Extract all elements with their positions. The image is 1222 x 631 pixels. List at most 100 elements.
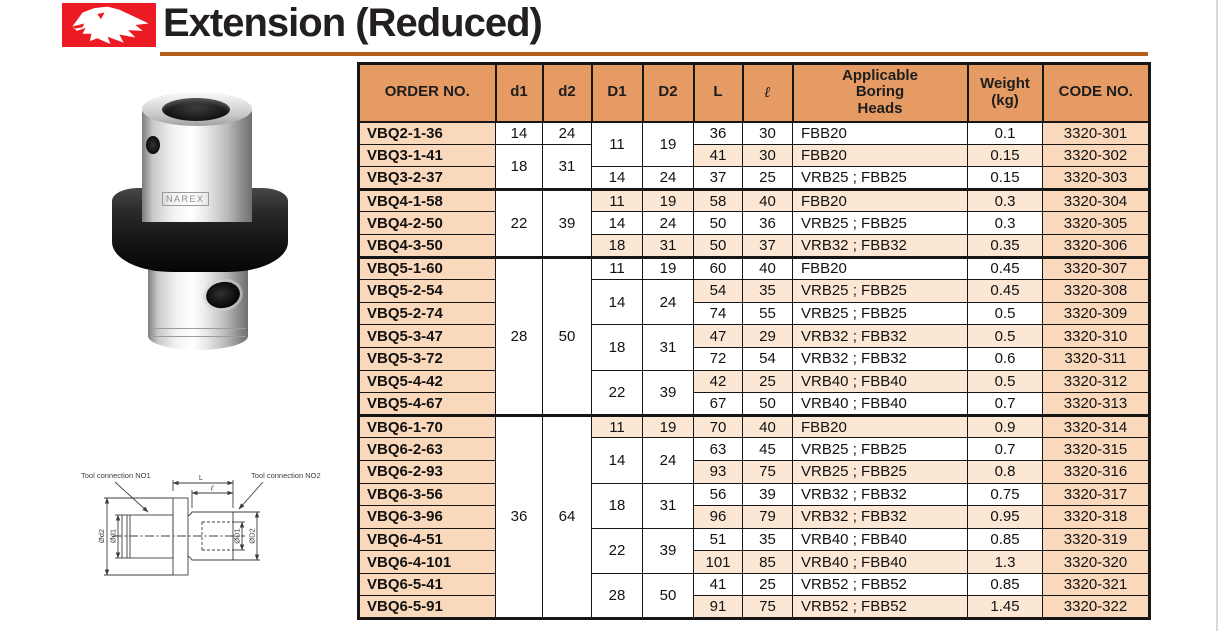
cell-d1: 18	[495, 143, 543, 190]
cell-D1: 11	[591, 120, 643, 168]
col-header-L: L	[692, 62, 744, 123]
cell-l: 30	[742, 121, 793, 145]
cell-weight: 0.15	[967, 166, 1043, 190]
cell-code: 3320-318	[1042, 505, 1150, 529]
table-row: VBQ5-3-72 72 54 VRB32 ; FBB32 0.6 3320-3…	[358, 346, 1150, 371]
cell-l: 29	[742, 324, 793, 348]
cell-L: 93	[693, 459, 743, 484]
table-row: VBQ6-4-51 22 39 51 35 VRB40 ; FBB40 0.85…	[358, 527, 1150, 574]
table-row: VBQ6-3-56 18 31 56 39 VRB32 ; FBB32 0.75…	[358, 482, 1150, 529]
drawing-label-tool-connection-no2: Tool connection NO2	[251, 471, 321, 480]
cell-heads: VRB32 ; FBB32	[792, 505, 968, 529]
cell-heads: VRB32 ; FBB32	[792, 324, 968, 348]
cell-weight: 0.7	[967, 437, 1043, 461]
product-ring-line	[150, 328, 246, 329]
cell-weight: 0.3	[967, 211, 1043, 235]
cell-order-no: VBQ6-3-96	[358, 505, 496, 529]
table-row: VBQ6-4-101 101 85 VRB40 ; FBB40 1.3 3320…	[358, 550, 1150, 574]
cell-d2: 39	[542, 187, 592, 258]
cell-order-no: VBQ3-1-41	[358, 143, 496, 168]
col-header-D1: D1	[590, 62, 644, 123]
cell-l: 40	[742, 187, 793, 213]
cell-order-no: VBQ6-2-93	[358, 459, 496, 484]
cell-code: 3320-309	[1042, 301, 1150, 326]
cell-l: 30	[742, 143, 793, 168]
cell-code: 3320-317	[1042, 482, 1150, 507]
table-row: VBQ5-4-67 67 50 VRB40 ; FBB40 0.7 3320-3…	[358, 392, 1150, 416]
cell-D2: 50	[642, 572, 694, 620]
cell-l: 50	[742, 392, 793, 416]
cell-weight: 0.3	[967, 187, 1043, 213]
cell-heads: VRB32 ; FBB32	[792, 482, 968, 507]
cell-heads: VRB40 ; FBB40	[792, 392, 968, 416]
cell-code: 3320-307	[1042, 255, 1150, 281]
cell-order-no: VBQ2-1-36	[358, 121, 496, 145]
cell-D1: 28	[591, 572, 643, 620]
cell-d1: 22	[495, 187, 543, 258]
drawing-dim-D2: ØD2	[248, 528, 257, 543]
cell-heads: VRB25 ; FBB25	[792, 279, 968, 303]
cell-code: 3320-310	[1042, 324, 1150, 348]
table-row: VBQ2-1-36 14 24 11 19 36 30 FBB20 0.1 33…	[358, 120, 1150, 168]
cell-l: 45	[742, 437, 793, 461]
technical-drawing: Tool connection NO1 Tool connection NO2 …	[55, 458, 350, 608]
page-edge-line	[1216, 0, 1218, 631]
cell-heads: VRB25 ; FBB25	[792, 166, 968, 190]
cell-code: 3320-319	[1042, 527, 1150, 552]
cell-D2: 19	[642, 120, 694, 168]
cell-weight: 0.5	[967, 301, 1043, 326]
cell-D1: 14	[591, 437, 643, 484]
cell-order-no: VBQ5-3-47	[358, 324, 496, 348]
cell-l: 55	[742, 301, 793, 326]
cell-l: 25	[742, 166, 793, 190]
product-bore-hole	[162, 98, 230, 121]
spec-table: ORDER NO. d1 d2 D1 D2 L ℓ Applicable Bor…	[357, 62, 1151, 621]
cell-code: 3320-320	[1042, 550, 1150, 574]
cell-code: 3320-314	[1042, 413, 1150, 439]
cell-weight: 0.5	[967, 324, 1043, 348]
table-row: VBQ6-2-93 93 75 VRB25 ; FBB25 0.8 3320-3…	[358, 459, 1150, 484]
cell-D2: 31	[642, 233, 694, 258]
page-title: Extension (Reduced)	[163, 1, 543, 45]
cell-d1: 36	[495, 413, 543, 620]
table-row: VBQ3-1-41 18 31 41 30 FBB20 0.15 3320-30…	[358, 143, 1150, 190]
cell-code: 3320-322	[1042, 595, 1150, 620]
cell-code: 3320-308	[1042, 279, 1150, 303]
col-header-l: ℓ	[741, 62, 794, 123]
cell-D1: 11	[591, 187, 643, 213]
cell-D1: 14	[591, 166, 643, 190]
cell-l: 79	[742, 505, 793, 529]
cell-heads: VRB25 ; FBB25	[792, 437, 968, 461]
cell-heads: FBB20	[792, 413, 968, 439]
cell-l: 36	[742, 211, 793, 235]
cell-weight: 0.5	[967, 369, 1043, 394]
cell-heads: VRB25 ; FBB25	[792, 459, 968, 484]
table-row: VBQ6-1-70 36 64 11 19 70 40 FBB20 0.9 33…	[358, 413, 1150, 620]
cell-D2: 24	[642, 211, 694, 235]
cell-d2: 24	[542, 121, 592, 145]
product-bottom-cylinder	[148, 270, 248, 350]
cell-order-no: VBQ5-1-60	[358, 255, 496, 281]
cell-code: 3320-313	[1042, 392, 1150, 416]
cell-code: 3320-304	[1042, 187, 1150, 213]
col-header-order-no: ORDER NO.	[357, 62, 497, 123]
cell-weight: 0.6	[967, 346, 1043, 371]
cell-D2: 19	[642, 187, 694, 213]
table-row: VBQ5-3-47 18 31 47 29 VRB32 ; FBB32 0.5 …	[358, 324, 1150, 371]
title-underline	[160, 52, 1148, 56]
table-row: VBQ5-2-54 14 24 54 35 VRB25 ; FBB25 0.45…	[358, 279, 1150, 326]
cell-L: 42	[693, 369, 743, 394]
cell-l: 75	[742, 595, 793, 620]
cell-L: 54	[693, 279, 743, 303]
cell-heads: VRB52 ; FBB52	[792, 595, 968, 620]
drawing-dim-d2: Ød2	[97, 529, 106, 543]
cell-code: 3320-316	[1042, 459, 1150, 484]
col-header-d2: d2	[541, 62, 593, 123]
table-row: VBQ4-2-50 14 24 50 36 VRB25 ; FBB25 0.3 …	[358, 211, 1150, 235]
cell-weight: 0.95	[967, 505, 1043, 529]
cell-D1: 11	[591, 255, 643, 281]
table-row: VBQ4-3-50 18 31 50 37 VRB32 ; FBB32 0.35…	[358, 233, 1150, 258]
table-row: VBQ6-5-91 91 75 VRB52 ; FBB52 1.45 3320-…	[358, 595, 1150, 620]
cell-code: 3320-312	[1042, 369, 1150, 394]
product-photo: NAREX	[110, 90, 290, 355]
